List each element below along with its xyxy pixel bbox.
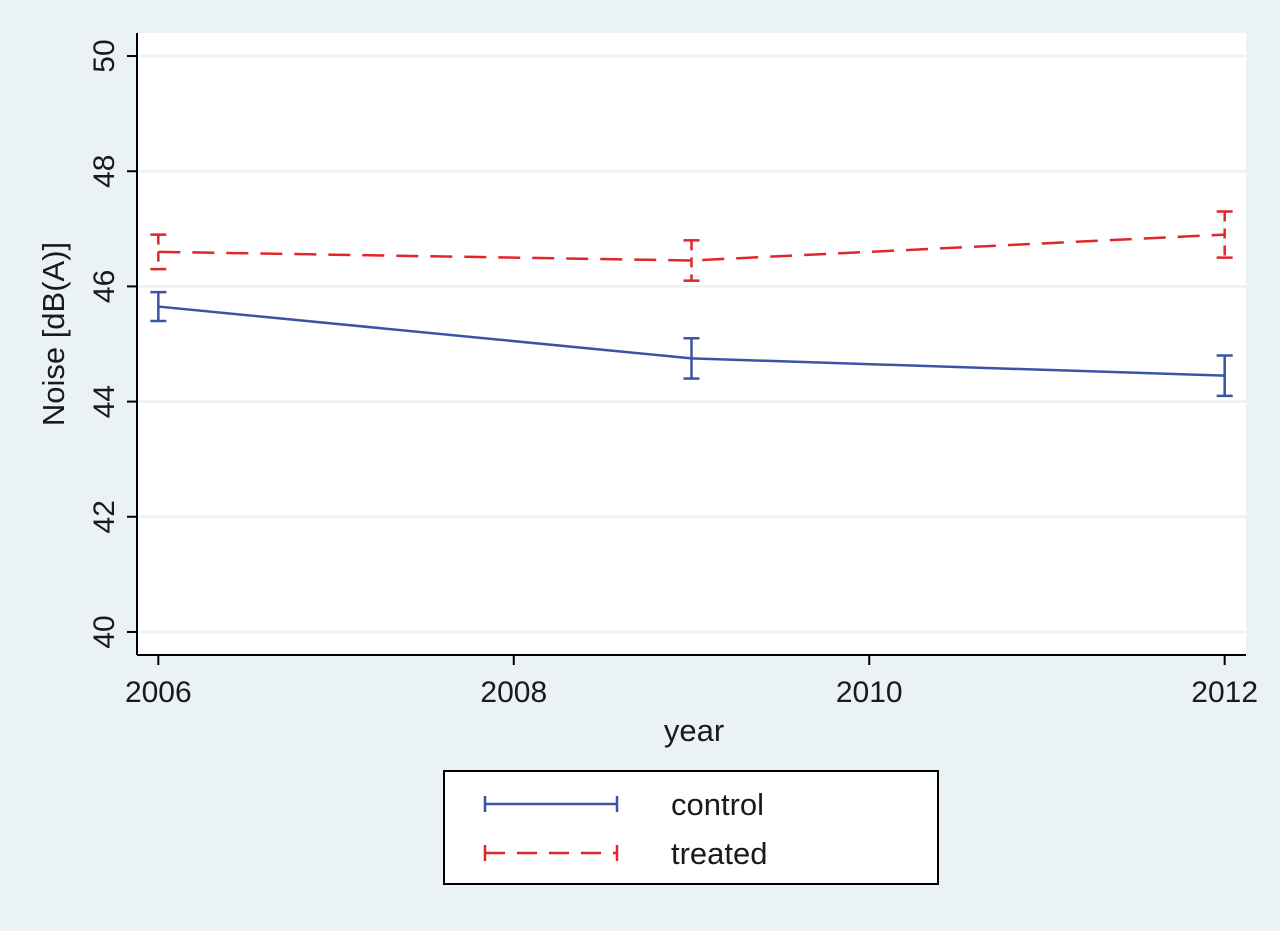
axes <box>136 33 1246 656</box>
x-tick-label: 2006 <box>125 676 192 709</box>
gridlines <box>137 54 1246 634</box>
x-axis-title: year <box>664 713 724 748</box>
y-tick-label: 40 <box>88 615 121 648</box>
y-axis-title: Noise [dB(A)] <box>36 242 71 426</box>
y-tick-label: 46 <box>88 270 121 303</box>
x-tick-label: 2008 <box>480 676 547 709</box>
x-tick-label: 2012 <box>1191 676 1258 709</box>
legend: control treated <box>443 770 939 885</box>
y-tick-label: 44 <box>88 385 121 418</box>
series-layer <box>150 210 1233 398</box>
x-tick-label: 2010 <box>836 676 903 709</box>
error-bar-treated <box>1216 210 1233 259</box>
error-bar-control <box>683 336 700 380</box>
y-tick-label: 42 <box>88 500 121 533</box>
legend-item-control: control <box>483 787 764 822</box>
series-line-treated <box>158 233 1225 262</box>
y-axis-ticks: 40 42 44 46 48 50 <box>88 39 137 649</box>
y-tick-label: 48 <box>88 155 121 188</box>
error-bar-treated <box>150 233 167 271</box>
error-bar-control <box>150 290 167 323</box>
legend-label: control <box>671 787 764 822</box>
legend-label: treated <box>671 836 768 871</box>
error-bar-control <box>1216 354 1233 398</box>
legend-box <box>443 770 939 885</box>
x-axis-ticks: 2006 2008 2010 2012 <box>125 655 1258 709</box>
error-bar-treated <box>683 239 700 282</box>
y-tick-label: 50 <box>88 39 121 72</box>
legend-item-treated: treated <box>483 836 768 871</box>
